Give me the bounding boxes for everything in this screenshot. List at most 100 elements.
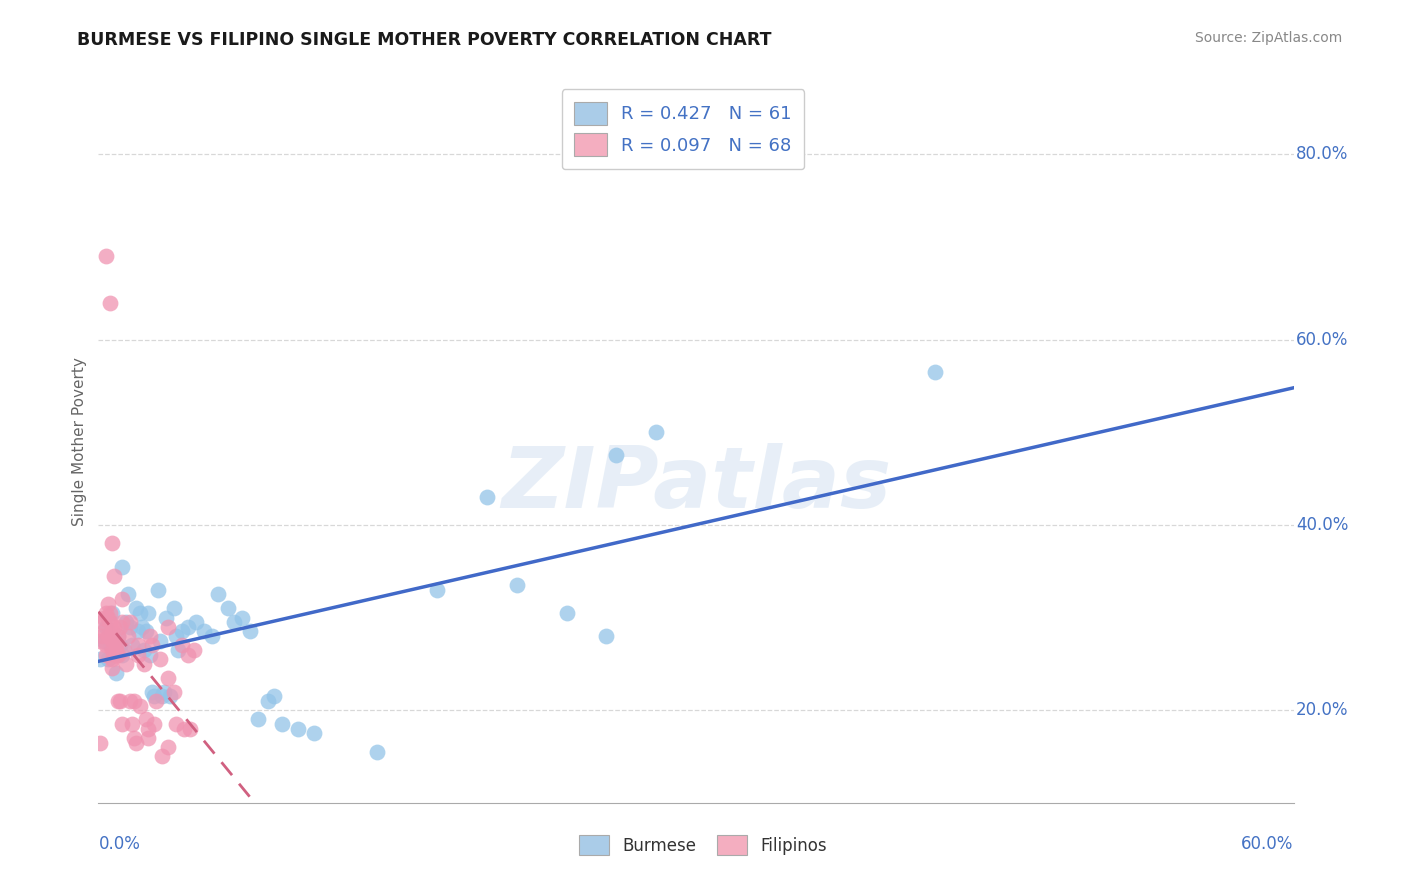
Point xyxy=(150,749,173,764)
Text: 0.0%: 0.0% xyxy=(98,835,141,854)
Point xyxy=(426,582,449,597)
Point xyxy=(287,722,309,736)
Point xyxy=(222,615,245,630)
Point xyxy=(129,698,152,713)
Point xyxy=(111,717,134,731)
Point xyxy=(184,615,207,630)
Point xyxy=(117,587,139,601)
Point xyxy=(139,629,162,643)
Point xyxy=(97,629,120,643)
Point xyxy=(136,606,159,620)
Point xyxy=(93,610,115,624)
Point xyxy=(121,717,143,731)
Point xyxy=(101,633,124,648)
Point xyxy=(97,597,120,611)
Point xyxy=(105,666,128,681)
Point xyxy=(127,648,149,662)
Point xyxy=(97,652,120,666)
Point xyxy=(149,633,172,648)
Point xyxy=(107,629,129,643)
Point xyxy=(91,629,114,643)
Point xyxy=(193,624,215,639)
Point xyxy=(107,629,129,643)
Point xyxy=(924,365,946,379)
Point xyxy=(595,629,617,643)
Point xyxy=(101,661,124,675)
Point xyxy=(96,620,118,634)
Point xyxy=(101,624,124,639)
Point xyxy=(98,606,122,620)
Point xyxy=(96,648,118,662)
Text: 60.0%: 60.0% xyxy=(1241,835,1294,854)
Point xyxy=(167,643,190,657)
Point xyxy=(125,601,148,615)
Point xyxy=(115,657,138,671)
Point xyxy=(165,717,187,731)
Text: 20.0%: 20.0% xyxy=(1296,701,1348,719)
Point xyxy=(302,726,325,740)
Point xyxy=(217,601,239,615)
Legend: R = 0.427   N = 61, R = 0.097   N = 68: R = 0.427 N = 61, R = 0.097 N = 68 xyxy=(561,89,804,169)
Point xyxy=(163,601,186,615)
Point xyxy=(120,694,142,708)
Point xyxy=(179,722,201,736)
Point xyxy=(141,684,163,698)
Point xyxy=(127,624,149,639)
Point xyxy=(270,717,292,731)
Point xyxy=(98,295,122,310)
Point xyxy=(103,643,125,657)
Point xyxy=(103,620,125,634)
Text: BURMESE VS FILIPINO SINGLE MOTHER POVERTY CORRELATION CHART: BURMESE VS FILIPINO SINGLE MOTHER POVERT… xyxy=(77,31,772,49)
Point xyxy=(135,713,157,727)
Point xyxy=(115,615,138,630)
Point xyxy=(111,615,134,630)
Point xyxy=(172,638,194,652)
Point xyxy=(506,578,529,592)
Point xyxy=(121,638,143,652)
Point xyxy=(177,620,200,634)
Point xyxy=(135,624,157,639)
Point xyxy=(98,638,122,652)
Point xyxy=(124,731,146,745)
Point xyxy=(91,615,114,630)
Point xyxy=(263,690,285,704)
Point xyxy=(110,620,132,634)
Point xyxy=(239,624,262,639)
Point xyxy=(141,638,163,652)
Text: 60.0%: 60.0% xyxy=(1296,331,1348,349)
Point xyxy=(475,490,498,504)
Point xyxy=(165,629,187,643)
Point xyxy=(145,694,167,708)
Point xyxy=(131,620,153,634)
Point xyxy=(231,610,253,624)
Point xyxy=(101,536,124,550)
Point xyxy=(201,629,224,643)
Point xyxy=(143,690,166,704)
Point xyxy=(124,694,146,708)
Point xyxy=(105,648,128,662)
Point xyxy=(98,615,122,630)
Point xyxy=(366,745,388,759)
Point xyxy=(117,629,139,643)
Point xyxy=(110,694,132,708)
Point xyxy=(172,624,194,639)
Point xyxy=(103,633,125,648)
Point xyxy=(645,425,668,440)
Point xyxy=(136,722,159,736)
Point xyxy=(256,694,278,708)
Point xyxy=(107,694,129,708)
Point xyxy=(111,592,134,607)
Legend: Burmese, Filipinos: Burmese, Filipinos xyxy=(572,829,834,862)
Point xyxy=(120,620,142,634)
Point xyxy=(96,249,118,263)
Point xyxy=(105,638,128,652)
Point xyxy=(97,610,120,624)
Point xyxy=(111,559,134,574)
Point xyxy=(153,684,176,698)
Point xyxy=(101,643,124,657)
Point xyxy=(148,582,170,597)
Point xyxy=(163,684,186,698)
Point xyxy=(96,638,118,652)
Point xyxy=(555,606,578,620)
Point xyxy=(125,735,148,749)
